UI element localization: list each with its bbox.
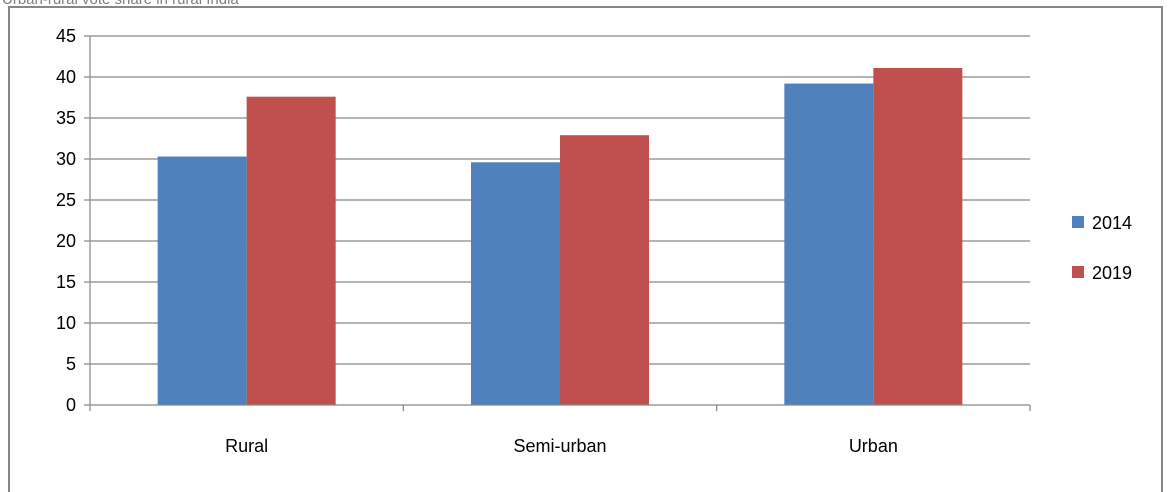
axis-labels: 0 5 10 15 20 25 30 35 40 45 Rural Semi-urban Urban: [56, 26, 898, 456]
y-tick-label: 40: [56, 67, 76, 87]
bar-2014-rural: [157, 156, 247, 405]
legend-label: 2019: [1092, 263, 1132, 283]
y-tick-label: 5: [66, 354, 76, 374]
y-tick-label: 15: [56, 272, 76, 292]
y-tick-label: 25: [56, 190, 76, 210]
bar-2019-urban: [873, 67, 963, 405]
legend-swatch-2019: [1072, 266, 1084, 278]
y-tick-label: 20: [56, 231, 76, 251]
y-tick-label: 0: [66, 395, 76, 415]
bars: [157, 67, 963, 406]
y-tick-label: 10: [56, 313, 76, 333]
x-category-label: Urban: [849, 436, 898, 456]
bar-2014-semi-urban: [471, 162, 560, 405]
legend-label: 2014: [1092, 213, 1132, 233]
y-tick-label: 45: [56, 26, 76, 46]
chart-caption: Urban-rural vote share in rural India: [2, 0, 239, 8]
bar-2019-rural: [246, 96, 336, 406]
bar-2014-urban: [784, 83, 874, 405]
axes: [84, 35, 1031, 411]
x-category-label: Rural: [225, 436, 268, 456]
x-category-label: Semi-urban: [513, 436, 606, 456]
legend: 2014 2019: [1072, 213, 1132, 283]
bar-2019-semi-urban: [560, 135, 649, 405]
y-tick-label: 35: [56, 108, 76, 128]
y-tick-label: 30: [56, 149, 76, 169]
legend-swatch-2014: [1072, 216, 1084, 228]
